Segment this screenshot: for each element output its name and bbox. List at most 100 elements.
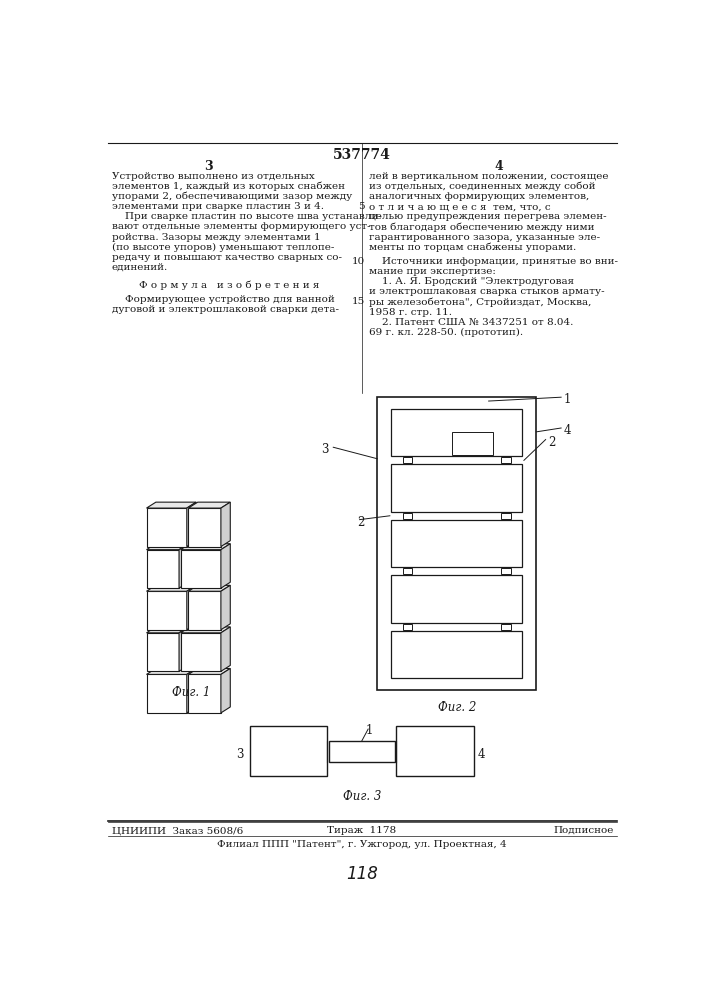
Polygon shape (187, 668, 196, 713)
Text: Фиг. 2: Фиг. 2 (438, 701, 476, 714)
Text: упорами 2, обеспечивающими зазор между: упорами 2, обеспечивающими зазор между (112, 192, 352, 201)
Polygon shape (146, 674, 187, 713)
Text: (по высоте упоров) уменьшают теплопе-: (по высоте упоров) уменьшают теплопе- (112, 243, 334, 252)
Text: дуговой и электрошлаковой сварки дета-: дуговой и электрошлаковой сварки дета- (112, 305, 339, 314)
Text: 537774: 537774 (333, 148, 391, 162)
Text: ройства. Зазоры между элементами 1: ройства. Зазоры между элементами 1 (112, 233, 320, 242)
Polygon shape (188, 585, 230, 591)
Text: 3: 3 (321, 443, 328, 456)
Polygon shape (188, 508, 221, 547)
Polygon shape (179, 544, 189, 588)
Text: 118: 118 (346, 865, 378, 883)
Polygon shape (188, 502, 230, 508)
Text: 15: 15 (352, 297, 365, 306)
Bar (452, 432, 493, 455)
Polygon shape (180, 633, 221, 671)
Polygon shape (146, 668, 196, 674)
Text: Источники информации, принятые во вни-: Источники информации, принятые во вни- (369, 257, 618, 266)
Polygon shape (187, 502, 196, 547)
Text: менты по торцам снабжены упорами.: менты по торцам снабжены упорами. (369, 243, 576, 252)
Text: элементов 1, каждый из которых снабжен: элементов 1, каждый из которых снабжен (112, 182, 344, 191)
Bar (403, 624, 412, 630)
Polygon shape (180, 627, 230, 633)
Polygon shape (180, 544, 230, 550)
Polygon shape (221, 544, 230, 588)
Bar (329, 741, 395, 762)
Text: ры железобетона", Стройиздат, Москва,: ры железобетона", Стройиздат, Москва, (369, 297, 591, 307)
Bar (403, 513, 412, 519)
Polygon shape (146, 544, 189, 550)
Bar (378, 397, 537, 690)
Text: аналогичных формирующих элементов,: аналогичных формирующих элементов, (369, 192, 589, 201)
Bar (403, 457, 412, 463)
Polygon shape (179, 627, 189, 671)
Polygon shape (221, 668, 230, 713)
Bar (501, 568, 510, 574)
Text: 2: 2 (548, 436, 555, 449)
Text: Фиг. 1: Фиг. 1 (173, 686, 211, 699)
Text: 1: 1 (366, 724, 373, 737)
Bar (397, 726, 474, 776)
Text: целью предупреждения перегрева элемен-: целью предупреждения перегрева элемен- (369, 212, 607, 221)
Polygon shape (188, 674, 221, 713)
Text: редачу и повышают качество сварных со-: редачу и повышают качество сварных со- (112, 253, 341, 262)
Polygon shape (180, 550, 221, 588)
Text: 1: 1 (563, 393, 571, 406)
Text: Фиг. 3: Фиг. 3 (343, 790, 381, 803)
Polygon shape (221, 502, 230, 547)
Text: единений.: единений. (112, 263, 168, 272)
Text: 4: 4 (478, 748, 485, 761)
Polygon shape (455, 436, 490, 455)
Text: 3: 3 (204, 160, 213, 173)
Text: 2. Патент США № 3437251 от 8.04.: 2. Патент США № 3437251 от 8.04. (369, 318, 573, 327)
Polygon shape (221, 627, 230, 671)
Text: 4: 4 (495, 160, 503, 173)
Polygon shape (146, 550, 179, 588)
Bar (392, 520, 522, 567)
Text: 5: 5 (358, 202, 365, 211)
Text: Подписное: Подписное (554, 826, 614, 835)
Text: и электрошлаковая сварка стыков армату-: и электрошлаковая сварка стыков армату- (369, 287, 604, 296)
Polygon shape (146, 591, 187, 630)
Polygon shape (146, 502, 196, 508)
Bar (392, 409, 522, 456)
Text: ЦНИИПИ  Заказ 5608/6: ЦНИИПИ Заказ 5608/6 (112, 826, 243, 835)
Text: лей в вертикальном положении, состоящее: лей в вертикальном положении, состоящее (369, 172, 609, 181)
Text: гарантированного зазора, указанные эле-: гарантированного зазора, указанные эле- (369, 233, 600, 242)
Text: Устройство выполнено из отдельных: Устройство выполнено из отдельных (112, 172, 315, 181)
Bar (392, 464, 522, 512)
Polygon shape (146, 585, 196, 591)
Text: 2: 2 (357, 516, 365, 529)
Bar (250, 726, 327, 776)
Polygon shape (188, 591, 221, 630)
Text: элементами при сварке пластин 3 и 4.: элементами при сварке пластин 3 и 4. (112, 202, 324, 211)
Text: 10: 10 (352, 257, 365, 266)
Polygon shape (146, 508, 187, 547)
Text: 1958 г. стр. 11.: 1958 г. стр. 11. (369, 308, 452, 317)
Text: 1. А. Я. Бродский "Электродуговая: 1. А. Я. Бродский "Электродуговая (369, 277, 574, 286)
Bar (403, 568, 412, 574)
Text: вают отдельные элементы формирующего уст-: вают отдельные элементы формирующего уст… (112, 222, 370, 231)
Text: 69 г. кл. 228-50. (прототип).: 69 г. кл. 228-50. (прототип). (369, 328, 523, 337)
Bar (392, 575, 522, 623)
Text: Филиал ППП "Патент", г. Ужгород, ул. Проектная, 4: Филиал ППП "Патент", г. Ужгород, ул. Про… (217, 840, 507, 849)
Text: тов благодаря обеспечению между ними: тов благодаря обеспечению между ними (369, 222, 595, 232)
Text: Ф о р м у л а   и з о б р е т е н и я: Ф о р м у л а и з о б р е т е н и я (139, 281, 319, 290)
Text: мание при экспертизе:: мание при экспертизе: (369, 267, 496, 276)
Polygon shape (146, 627, 189, 633)
Text: 4: 4 (563, 424, 571, 437)
Text: Тираж  1178: Тираж 1178 (327, 826, 397, 835)
Bar (501, 457, 510, 463)
Bar (501, 513, 510, 519)
Polygon shape (146, 633, 179, 671)
Polygon shape (188, 668, 230, 674)
Polygon shape (187, 585, 196, 630)
Text: 3: 3 (236, 748, 243, 761)
Text: из отдельных, соединенных между собой: из отдельных, соединенных между собой (369, 182, 595, 191)
Bar (501, 624, 510, 630)
Bar (392, 631, 522, 678)
Text: Формирующее устройство для ванной: Формирующее устройство для ванной (112, 295, 334, 304)
Text: При сварке пластин по высоте шва устанавли-: При сварке пластин по высоте шва устанав… (112, 212, 381, 221)
Text: о т л и ч а ю щ е е с я  тем, что, с: о т л и ч а ю щ е е с я тем, что, с (369, 202, 551, 211)
Polygon shape (221, 585, 230, 630)
